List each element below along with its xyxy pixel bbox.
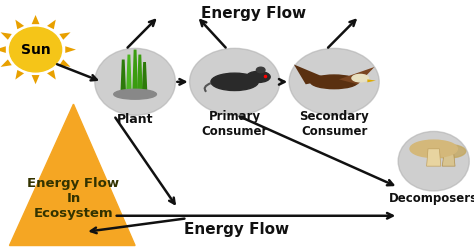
Polygon shape	[120, 60, 126, 94]
Text: Energy Flow: Energy Flow	[184, 222, 290, 237]
Polygon shape	[15, 70, 24, 80]
Polygon shape	[0, 46, 6, 53]
Ellipse shape	[256, 67, 265, 73]
Polygon shape	[442, 153, 455, 166]
Polygon shape	[59, 32, 71, 40]
Polygon shape	[9, 104, 135, 246]
Ellipse shape	[211, 73, 258, 91]
Ellipse shape	[114, 89, 156, 99]
Polygon shape	[15, 20, 24, 29]
Polygon shape	[339, 67, 374, 84]
Ellipse shape	[9, 27, 62, 72]
Ellipse shape	[289, 48, 379, 115]
Polygon shape	[132, 50, 138, 94]
Ellipse shape	[410, 140, 457, 157]
Polygon shape	[427, 149, 441, 166]
Polygon shape	[32, 15, 39, 24]
Text: Plant: Plant	[117, 113, 154, 125]
Ellipse shape	[398, 131, 469, 191]
Ellipse shape	[246, 71, 270, 83]
Polygon shape	[47, 70, 56, 80]
Polygon shape	[59, 60, 71, 67]
Text: Energy Flow: Energy Flow	[201, 6, 306, 21]
Text: Secondary
Consumer: Secondary Consumer	[299, 110, 369, 138]
Ellipse shape	[95, 48, 175, 115]
Polygon shape	[0, 32, 12, 40]
Polygon shape	[126, 55, 132, 94]
Text: Decomposers: Decomposers	[389, 192, 474, 205]
Polygon shape	[367, 79, 376, 82]
Polygon shape	[47, 20, 56, 29]
Text: Sun: Sun	[21, 43, 50, 57]
Polygon shape	[294, 64, 329, 84]
Text: Energy Flow
In
Ecosystem: Energy Flow In Ecosystem	[27, 177, 119, 220]
Polygon shape	[137, 55, 143, 94]
Ellipse shape	[310, 75, 358, 89]
Ellipse shape	[352, 74, 369, 82]
Polygon shape	[0, 60, 12, 67]
Ellipse shape	[190, 48, 280, 115]
Polygon shape	[65, 46, 76, 53]
Ellipse shape	[430, 144, 465, 158]
Polygon shape	[142, 62, 147, 94]
Text: Primary
Consumer: Primary Consumer	[201, 110, 268, 138]
Polygon shape	[32, 75, 39, 84]
